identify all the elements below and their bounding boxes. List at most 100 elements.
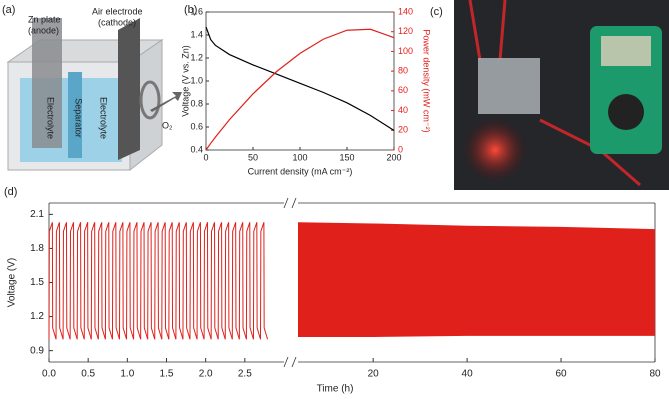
cycle [48,222,57,340]
y-axis-label: Voltage (V vs. Zn) [180,45,190,117]
schematic [6,18,182,172]
x-tick-label: 0 [203,152,208,162]
y-tick-label: 1.6 [190,6,203,16]
x-axis-label: Time (h) [317,384,354,395]
led-glow [463,118,527,182]
zn-plate [32,18,62,148]
y-tick-label: 1.2 [30,311,44,322]
cycle [196,222,205,340]
curve [205,28,395,151]
battery-cell [478,58,540,114]
cycle [260,222,269,340]
y-tick-label: 1.5 [30,277,44,288]
gas-label: O₂ [162,120,173,130]
cycle [182,222,191,340]
y2-tick-label: 20 [398,125,408,135]
y2-tick-label: 60 [398,85,408,95]
cycle [245,222,254,340]
y-tick-label: 1.4 [190,29,203,39]
x-tick-label: 1.0 [120,369,134,380]
cathode-label: Air electrode [92,6,143,16]
cycle [140,222,149,340]
air-electrode [118,18,140,160]
cycle [147,222,156,340]
anode-label: Zn plate [28,14,61,24]
x-tick-label: 200 [386,152,401,162]
plot-frame [205,11,395,151]
cycle [168,222,177,340]
cables [468,0,641,187]
y-tick-label: 0.9 [30,345,44,356]
cycle [210,222,219,340]
x-tick-label: 2.5 [238,369,252,380]
x-tick-label: 20 [368,369,380,380]
axis-break [283,356,289,368]
y-tick-label: 2.1 [30,209,44,220]
y-tick-label: 1.2 [190,52,203,62]
cycle [97,222,106,340]
separator [68,72,82,158]
panel-label: (a) [2,4,15,16]
cycle [175,222,184,340]
photo [454,0,669,190]
knob [608,94,644,130]
x-tick-label: 60 [555,369,567,380]
cycle [90,222,99,340]
y2-tick-label: 140 [398,6,413,16]
cycle [55,222,64,340]
cycle [111,222,120,340]
panel-label: (c) [430,6,443,18]
cycle [104,222,113,340]
layer-label: Separator [74,98,84,138]
x-tick-label: 1.5 [160,369,174,380]
x-tick-label: 100 [292,152,307,162]
air-port [139,80,161,120]
cycle [224,222,233,340]
cycling-band [298,222,655,338]
x-tick-label: 40 [462,369,474,380]
x-tick-label: 0.5 [81,369,95,380]
y-tick-label: 0.8 [190,98,203,108]
x-axis-label: Current density (mA cm⁻²) [248,166,353,176]
y2-tick-label: 80 [398,66,408,76]
cathode-label: (cathode) [98,17,136,27]
cycle [62,222,71,340]
cycle [154,222,163,340]
cycle [252,222,261,340]
o2-arrow [150,92,182,112]
y2-tick-label: 40 [398,105,408,115]
x-tick-label: 80 [649,369,661,380]
cycle [189,222,198,340]
x-tick-label: 2.0 [199,369,213,380]
panel-label: (d) [4,186,17,198]
y2-axis-label: Power density (mW cm⁻²) [422,29,432,132]
anode-label: (anode) [28,25,59,35]
y-tick-label: 1.8 [30,243,44,254]
y-tick-label: 1.0 [190,75,203,85]
x-tick-label: 0.0 [42,369,56,380]
axis-break [291,356,297,368]
cycle [238,222,247,340]
cycle [203,222,212,340]
cycle [126,222,135,340]
y-axis-label: Voltage (V) [7,258,18,307]
display [601,36,651,66]
layer-label: Electrolyte [46,97,56,139]
cycle [83,222,92,340]
y2-tick-label: 120 [398,26,413,36]
cycle [161,222,170,340]
panel-label: (b) [184,4,197,16]
curve [205,26,395,131]
axis-break [283,197,289,209]
cycle [133,222,142,340]
y2-tick-label: 0 [398,144,403,154]
cycle [69,222,78,340]
axis-break [291,197,297,209]
y-tick-label: 0.4 [190,144,203,154]
y-tick-label: 0.6 [190,121,203,131]
cycle [217,222,226,340]
x-tick-label: 50 [248,152,258,162]
cycle [76,222,85,340]
cycle [231,222,240,340]
